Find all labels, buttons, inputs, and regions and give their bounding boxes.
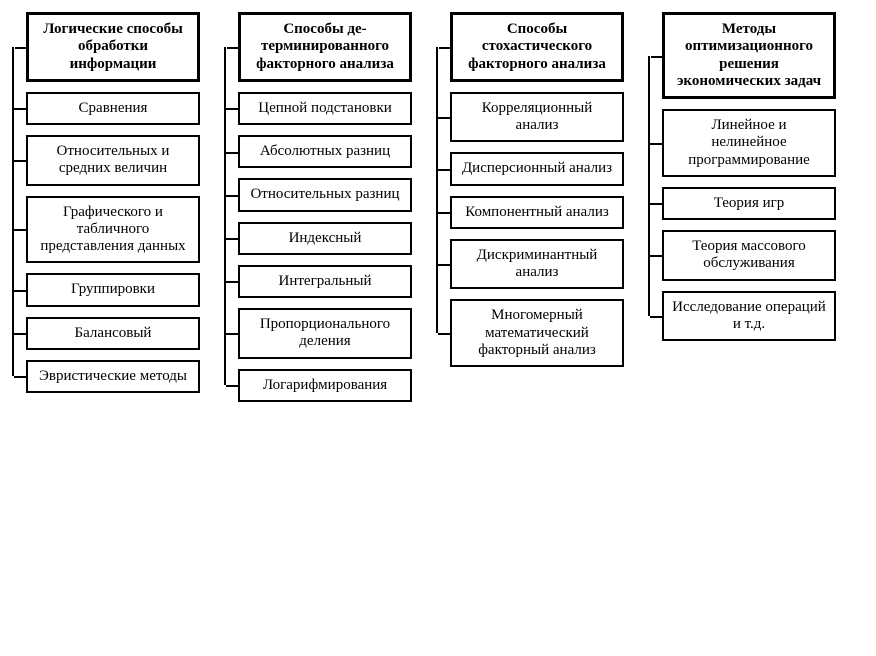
method-item: Дисперсионный анализ (450, 152, 624, 185)
method-item: Дискриминант­ный анализ (450, 239, 624, 290)
connector-rail (12, 12, 26, 393)
column-header: Способы де­терминирован­ного фактор­ного… (238, 12, 412, 82)
method-item: Относительных разниц (238, 178, 412, 211)
connector-rail (648, 12, 662, 341)
column-stack: Методы оптимизацион­ного решения экономи… (662, 12, 836, 341)
connector-vline (648, 56, 650, 316)
method-item: Многомерный математический факторный ана… (450, 299, 624, 367)
column-header: Методы оптимизацион­ного решения экономи… (662, 12, 836, 99)
connector-vline (12, 47, 14, 377)
method-item: Логарифмиро­вания (238, 369, 412, 402)
connector-rail (436, 12, 450, 367)
column-header: Логические способы обработки информации (26, 12, 200, 82)
method-item: Графического и табличного представления … (26, 196, 200, 264)
method-item: Группировки (26, 273, 200, 306)
method-item: Линейное и нелинейное программи­рование (662, 109, 836, 177)
column-stack: Логические способы обработки информации … (26, 12, 200, 393)
method-item: Пропорциональ­ного деления (238, 308, 412, 359)
method-item: Теория игр (662, 187, 836, 220)
method-item: Корреляционный анализ (450, 92, 624, 143)
column-logical-methods: Логические способы обработки информации … (12, 12, 200, 393)
column-deterministic-factor: Способы де­терминирован­ного фактор­ного… (224, 12, 412, 402)
method-item: Эвристические методы (26, 360, 200, 393)
method-item: Интегральный (238, 265, 412, 298)
column-stack: Способы де­терминирован­ного фактор­ного… (238, 12, 412, 402)
column-stochastic-factor: Способы стохастического факторного анали… (436, 12, 624, 367)
method-item: Теория массового обслуживания (662, 230, 836, 281)
method-item: Индексный (238, 222, 412, 255)
method-item: Абсолютных разниц (238, 135, 412, 168)
column-stack: Способы стохастического факторного анали… (450, 12, 624, 367)
method-item: Цепной подстановки (238, 92, 412, 125)
method-item: Компонентный анализ (450, 196, 624, 229)
method-item: Сравнения (26, 92, 200, 125)
method-item: Балансовый (26, 317, 200, 350)
column-header: Способы стохастического факторного анали… (450, 12, 624, 82)
connector-vline (436, 47, 438, 333)
method-item: Исследование операций и т.д. (662, 291, 836, 342)
connector-rail (224, 12, 238, 402)
method-item: Относительных и средних величин (26, 135, 200, 186)
column-optimization-methods: Методы оптимизацион­ного решения экономи… (648, 12, 836, 341)
methods-hierarchy-diagram: Логические способы обработки информации … (12, 12, 864, 402)
